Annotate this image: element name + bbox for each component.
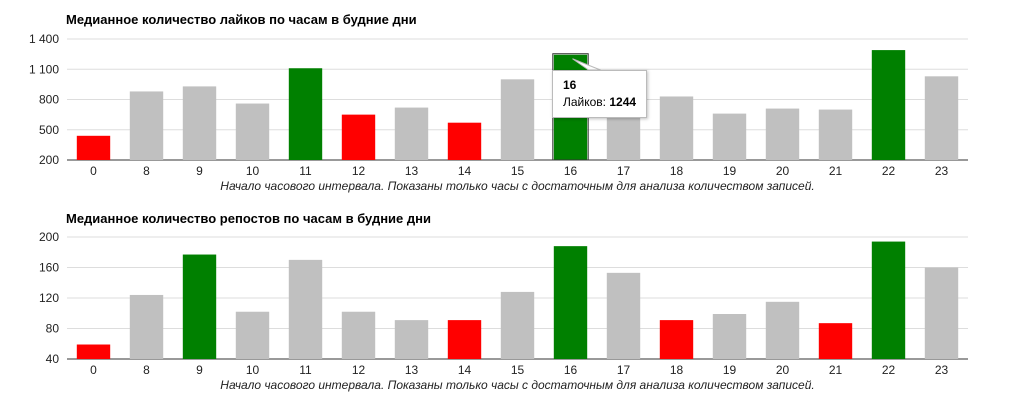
tooltip-label: Лайков:	[563, 95, 607, 109]
reposts-chart-title: Медианное количество репостов по часам в…	[66, 211, 431, 226]
likes-bar[interactable]	[76, 135, 111, 160]
reposts-y-tick-label: 160	[39, 261, 59, 275]
reposts-y-tick-label: 80	[46, 322, 60, 336]
reposts-x-tick-label: 19	[723, 363, 737, 377]
likes-x-tick-label: 20	[776, 164, 790, 178]
likes-x-tick-label: 15	[511, 164, 525, 178]
reposts-x-tick-label: 16	[564, 363, 578, 377]
reposts-bar[interactable]	[818, 323, 853, 359]
likes-bar[interactable]	[129, 91, 164, 160]
likes-x-tick-label: 10	[246, 164, 260, 178]
likes-bar[interactable]	[500, 79, 535, 160]
tooltip-body: Лайков: 1244	[563, 94, 636, 111]
reposts-x-tick-label: 14	[458, 363, 472, 377]
reposts-x-tick-label: 8	[143, 363, 150, 377]
reposts-bar[interactable]	[606, 272, 641, 359]
likes-bar[interactable]	[394, 107, 429, 160]
likes-y-tick-label: 200	[39, 153, 59, 167]
reposts-bar[interactable]	[76, 344, 111, 359]
reposts-x-axis-label: Начало часового интервала. Показаны толь…	[220, 378, 814, 392]
likes-x-tick-label: 8	[143, 164, 150, 178]
reposts-bar[interactable]	[447, 320, 482, 359]
bar-tooltip: 16 Лайков: 1244	[552, 70, 648, 118]
likes-x-tick-label: 12	[352, 164, 366, 178]
tooltip-title: 16	[563, 78, 577, 92]
reposts-x-tick-label: 21	[829, 363, 843, 377]
likes-bar[interactable]	[288, 68, 323, 160]
reposts-bar[interactable]	[924, 267, 959, 360]
likes-y-tick-label: 1 100	[29, 62, 59, 76]
reposts-bar[interactable]	[235, 311, 270, 359]
reposts-bar[interactable]	[765, 301, 800, 359]
likes-x-tick-label: 14	[458, 164, 472, 178]
likes-x-tick-label: 23	[935, 164, 949, 178]
likes-x-tick-label: 22	[882, 164, 896, 178]
likes-bar[interactable]	[712, 113, 747, 160]
reposts-bar[interactable]	[288, 259, 323, 359]
reposts-bar[interactable]	[553, 246, 588, 359]
likes-bar[interactable]	[818, 109, 853, 160]
reposts-x-tick-label: 9	[196, 363, 203, 377]
reposts-bar[interactable]	[712, 314, 747, 359]
likes-bar[interactable]	[341, 114, 376, 160]
likes-bar[interactable]	[924, 76, 959, 160]
likes-bar[interactable]	[447, 122, 482, 160]
reposts-bar[interactable]	[394, 320, 429, 359]
likes-y-tick-label: 800	[39, 93, 59, 107]
reposts-bar[interactable]	[659, 320, 694, 359]
reposts-bar[interactable]	[871, 241, 906, 359]
likes-x-tick-label: 17	[617, 164, 631, 178]
reposts-x-tick-label: 11	[299, 363, 312, 377]
likes-x-tick-label: 21	[829, 164, 843, 178]
reposts-x-tick-label: 22	[882, 363, 896, 377]
likes-x-axis-label: Начало часового интервала. Показаны толь…	[220, 179, 814, 193]
likes-x-tick-label: 0	[90, 164, 97, 178]
reposts-x-tick-label: 13	[405, 363, 419, 377]
reposts-bar[interactable]	[500, 291, 535, 359]
likes-chart: Медианное количество лайков по часам в б…	[0, 0, 1024, 200]
reposts-x-tick-label: 10	[246, 363, 260, 377]
reposts-x-tick-label: 12	[352, 363, 366, 377]
reposts-y-tick-label: 40	[46, 352, 60, 366]
reposts-y-tick-label: 120	[39, 291, 59, 305]
likes-bar[interactable]	[659, 96, 694, 160]
likes-x-tick-label: 16	[564, 164, 578, 178]
likes-x-tick-label: 11	[299, 164, 312, 178]
likes-y-tick-label: 1 400	[29, 32, 59, 46]
reposts-bar[interactable]	[182, 254, 217, 359]
reposts-x-tick-label: 17	[617, 363, 631, 377]
likes-bar[interactable]	[765, 108, 800, 160]
likes-x-tick-label: 19	[723, 164, 737, 178]
reposts-y-tick-label: 200	[39, 230, 59, 244]
likes-bar[interactable]	[182, 86, 217, 160]
reposts-bar[interactable]	[129, 294, 164, 359]
reposts-x-tick-label: 23	[935, 363, 949, 377]
reposts-x-tick-label: 18	[670, 363, 684, 377]
likes-bar[interactable]	[606, 113, 641, 160]
likes-y-tick-label: 500	[39, 123, 59, 137]
reposts-x-tick-label: 15	[511, 363, 525, 377]
reposts-x-tick-label: 20	[776, 363, 790, 377]
likes-x-tick-label: 13	[405, 164, 419, 178]
likes-chart-title: Медианное количество лайков по часам в б…	[66, 12, 417, 27]
likes-x-tick-label: 9	[196, 164, 203, 178]
likes-bar[interactable]	[235, 103, 270, 160]
likes-bar[interactable]	[871, 50, 906, 160]
tooltip-value: 1244	[609, 95, 637, 109]
reposts-x-tick-label: 0	[90, 363, 97, 377]
likes-chart-plot: 200 500 800 1 100 1 400 0 8 9 10 11 12 13 14 15 16 17 18…	[29, 32, 968, 193]
likes-x-tick-label: 18	[670, 164, 684, 178]
reposts-bar[interactable]	[341, 311, 376, 359]
